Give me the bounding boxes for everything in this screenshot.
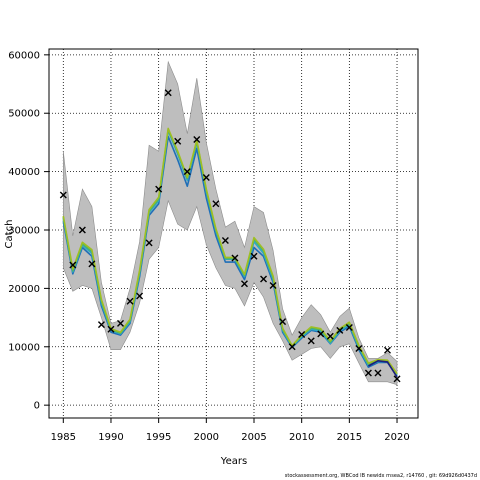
observed-point (317, 330, 325, 338)
observed-point (231, 254, 239, 262)
observed-points (59, 89, 401, 383)
observed-point (155, 185, 163, 193)
x-axis: 1985 1990 1995 2000 2005 2010 2015 2020 (51, 418, 410, 443)
y-tick-label: 60000 (8, 50, 40, 61)
observed-point (250, 252, 258, 260)
x-tick-label: 1990 (98, 432, 123, 443)
x-tick-label: 1985 (51, 432, 76, 443)
observed-point (260, 275, 268, 283)
observed-point (307, 337, 315, 345)
observed-point (174, 137, 182, 145)
y-tick-label: 0 (34, 401, 40, 412)
observed-point (145, 239, 153, 247)
series-line-5 (368, 360, 398, 378)
observed-point (326, 332, 334, 340)
footer-note: stockassessment.org, WBCod IB newidx rns… (284, 473, 477, 479)
observed-point (374, 369, 382, 377)
observed-point (183, 168, 191, 176)
observed-point (97, 321, 105, 329)
observed-point (78, 226, 86, 234)
observed-point (69, 261, 77, 269)
observed-point (269, 281, 277, 289)
y-tick-label: 20000 (8, 284, 40, 295)
x-axis-title: Years (220, 456, 247, 467)
x-tick-label: 2005 (241, 432, 266, 443)
confidence-band (63, 60, 398, 386)
x-tick-label: 2000 (194, 432, 219, 443)
x-tick-label: 1995 (146, 432, 171, 443)
observed-point (88, 260, 96, 268)
observed-point (355, 345, 363, 353)
observed-point (279, 318, 287, 326)
observed-point (212, 200, 220, 208)
observed-point (202, 173, 210, 181)
y-tick-label: 30000 (8, 225, 40, 236)
observed-point (364, 369, 372, 377)
observed-point (107, 325, 115, 333)
observed-point (393, 375, 401, 383)
y-axis-title: Catch (4, 220, 15, 249)
y-tick-label: 10000 (8, 342, 40, 353)
observed-point (117, 319, 125, 327)
observed-point (240, 280, 248, 288)
series-line-4 (62, 127, 398, 375)
observed-point (221, 237, 229, 245)
observed-point (288, 343, 296, 351)
plot-frame (48, 48, 419, 419)
observed-point (345, 324, 353, 331)
observed-point (59, 191, 67, 199)
observed-point (383, 346, 391, 354)
x-tick-label: 2015 (337, 432, 362, 443)
observed-point (336, 326, 344, 334)
observed-point (126, 297, 134, 305)
observed-point (136, 292, 144, 300)
y-axis: 0 10000 20000 30000 40000 50000 60000 (8, 50, 49, 412)
observed-point (298, 331, 306, 339)
y-tick-label: 50000 (8, 109, 40, 120)
observed-point (193, 136, 201, 143)
observed-point (164, 89, 172, 97)
x-tick-label: 2020 (384, 432, 409, 443)
x-tick-label: 2010 (289, 432, 314, 443)
y-tick-label: 40000 (8, 167, 40, 178)
